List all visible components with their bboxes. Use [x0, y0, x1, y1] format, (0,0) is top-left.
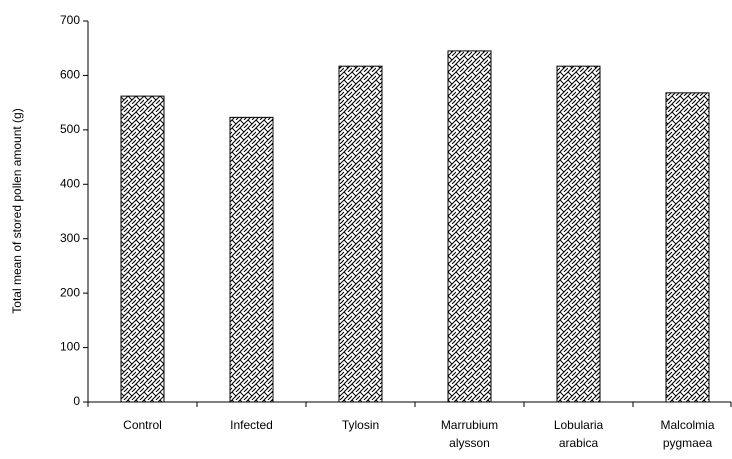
bar [120, 95, 165, 403]
bar [447, 50, 492, 403]
x-tick-label: Infected [230, 418, 273, 432]
y-tick-label: 0 [73, 394, 80, 408]
y-tick-label: 300 [60, 231, 80, 245]
bar [229, 116, 274, 403]
y-tick-label: 400 [60, 176, 80, 190]
bar [665, 92, 710, 403]
x-tick-label: Tylosin [341, 418, 380, 432]
bar [556, 65, 601, 403]
y-tick-label: 200 [60, 285, 80, 299]
y-tick-label: 100 [60, 340, 80, 354]
y-tick-label: 700 [60, 13, 80, 27]
y-tick-label: 500 [60, 122, 80, 136]
x-tick-label: Control [123, 418, 162, 432]
y-axis-label: Total mean of stored pollen amount (g) [10, 108, 24, 313]
x-tick-label: Marrubium alysson [440, 418, 499, 450]
x-tick-label: Lobularia arabica [553, 418, 604, 450]
y-tick-label: 600 [60, 68, 80, 82]
x-tick-label: Malcolmia pygmaea [660, 418, 715, 450]
bar [338, 65, 383, 403]
